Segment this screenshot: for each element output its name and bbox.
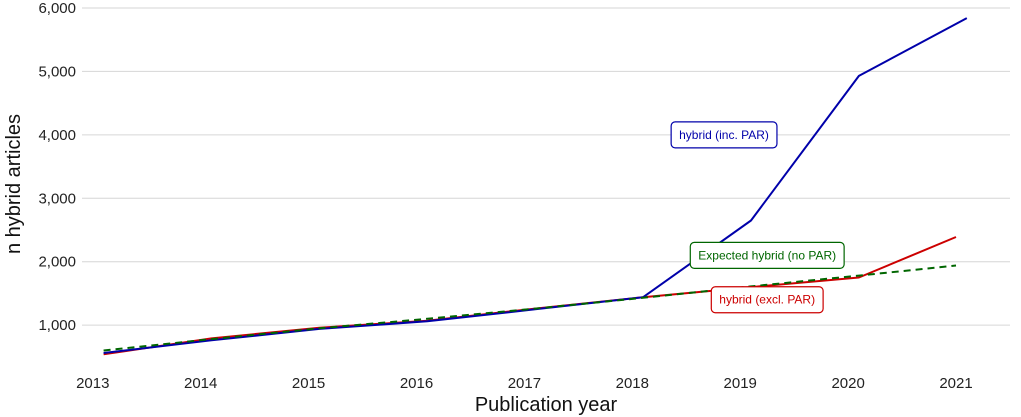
series-annotations: hybrid (inc. PAR) Expected hybrid (no PAR…	[670, 121, 845, 314]
y-axis-title: n hybrid articles	[3, 114, 25, 254]
y-tick-label: 6,000	[38, 0, 76, 17]
series-line-expected-hybrid-no-par	[103, 264, 957, 352]
annotation-label: hybrid (inc. PAR)	[679, 128, 769, 142]
series-lines	[103, 17, 968, 356]
x-axis-ticks: 2013 2014 2015 2016 2017 2018 2019 2020 2021	[76, 375, 973, 392]
annotation-hybrid-excl-par: hybrid (excl. PAR)	[710, 286, 824, 314]
x-tick-label: 2013	[76, 375, 109, 392]
x-tick-label: 2018	[616, 375, 649, 392]
y-tick-label: 3,000	[38, 190, 76, 207]
annotation-box	[670, 121, 778, 149]
y-tick-label: 1,000	[38, 317, 76, 334]
annotation-label: Expected hybrid (no PAR)	[698, 248, 836, 262]
x-tick-label: 2019	[724, 375, 757, 392]
y-tick-label: 2,000	[38, 254, 76, 271]
x-tick-label: 2021	[939, 375, 972, 392]
gridlines	[82, 7, 1010, 326]
x-axis-title: Publication year	[475, 394, 618, 416]
y-tick-label: 4,000	[38, 127, 76, 144]
annotation-hybrid-inc-par: hybrid (inc. PAR)	[670, 121, 778, 149]
annotation-label: hybrid (excl. PAR)	[719, 293, 815, 307]
annotation-box	[689, 241, 845, 269]
y-tick-label: 5,000	[38, 63, 76, 80]
y-axis-ticks: 1,000 2,000 3,000 4,000 5,000 6,000	[38, 0, 76, 334]
x-tick-label: 2016	[400, 375, 433, 392]
x-tick-label: 2017	[508, 375, 541, 392]
x-tick-label: 2015	[292, 375, 325, 392]
series-line-hybrid-inc-par	[103, 17, 968, 354]
annotation-expected-hybrid-no-par: Expected hybrid (no PAR)	[689, 241, 845, 269]
x-tick-label: 2020	[831, 375, 864, 392]
x-tick-label: 2014	[184, 375, 217, 392]
annotation-box	[710, 286, 824, 314]
